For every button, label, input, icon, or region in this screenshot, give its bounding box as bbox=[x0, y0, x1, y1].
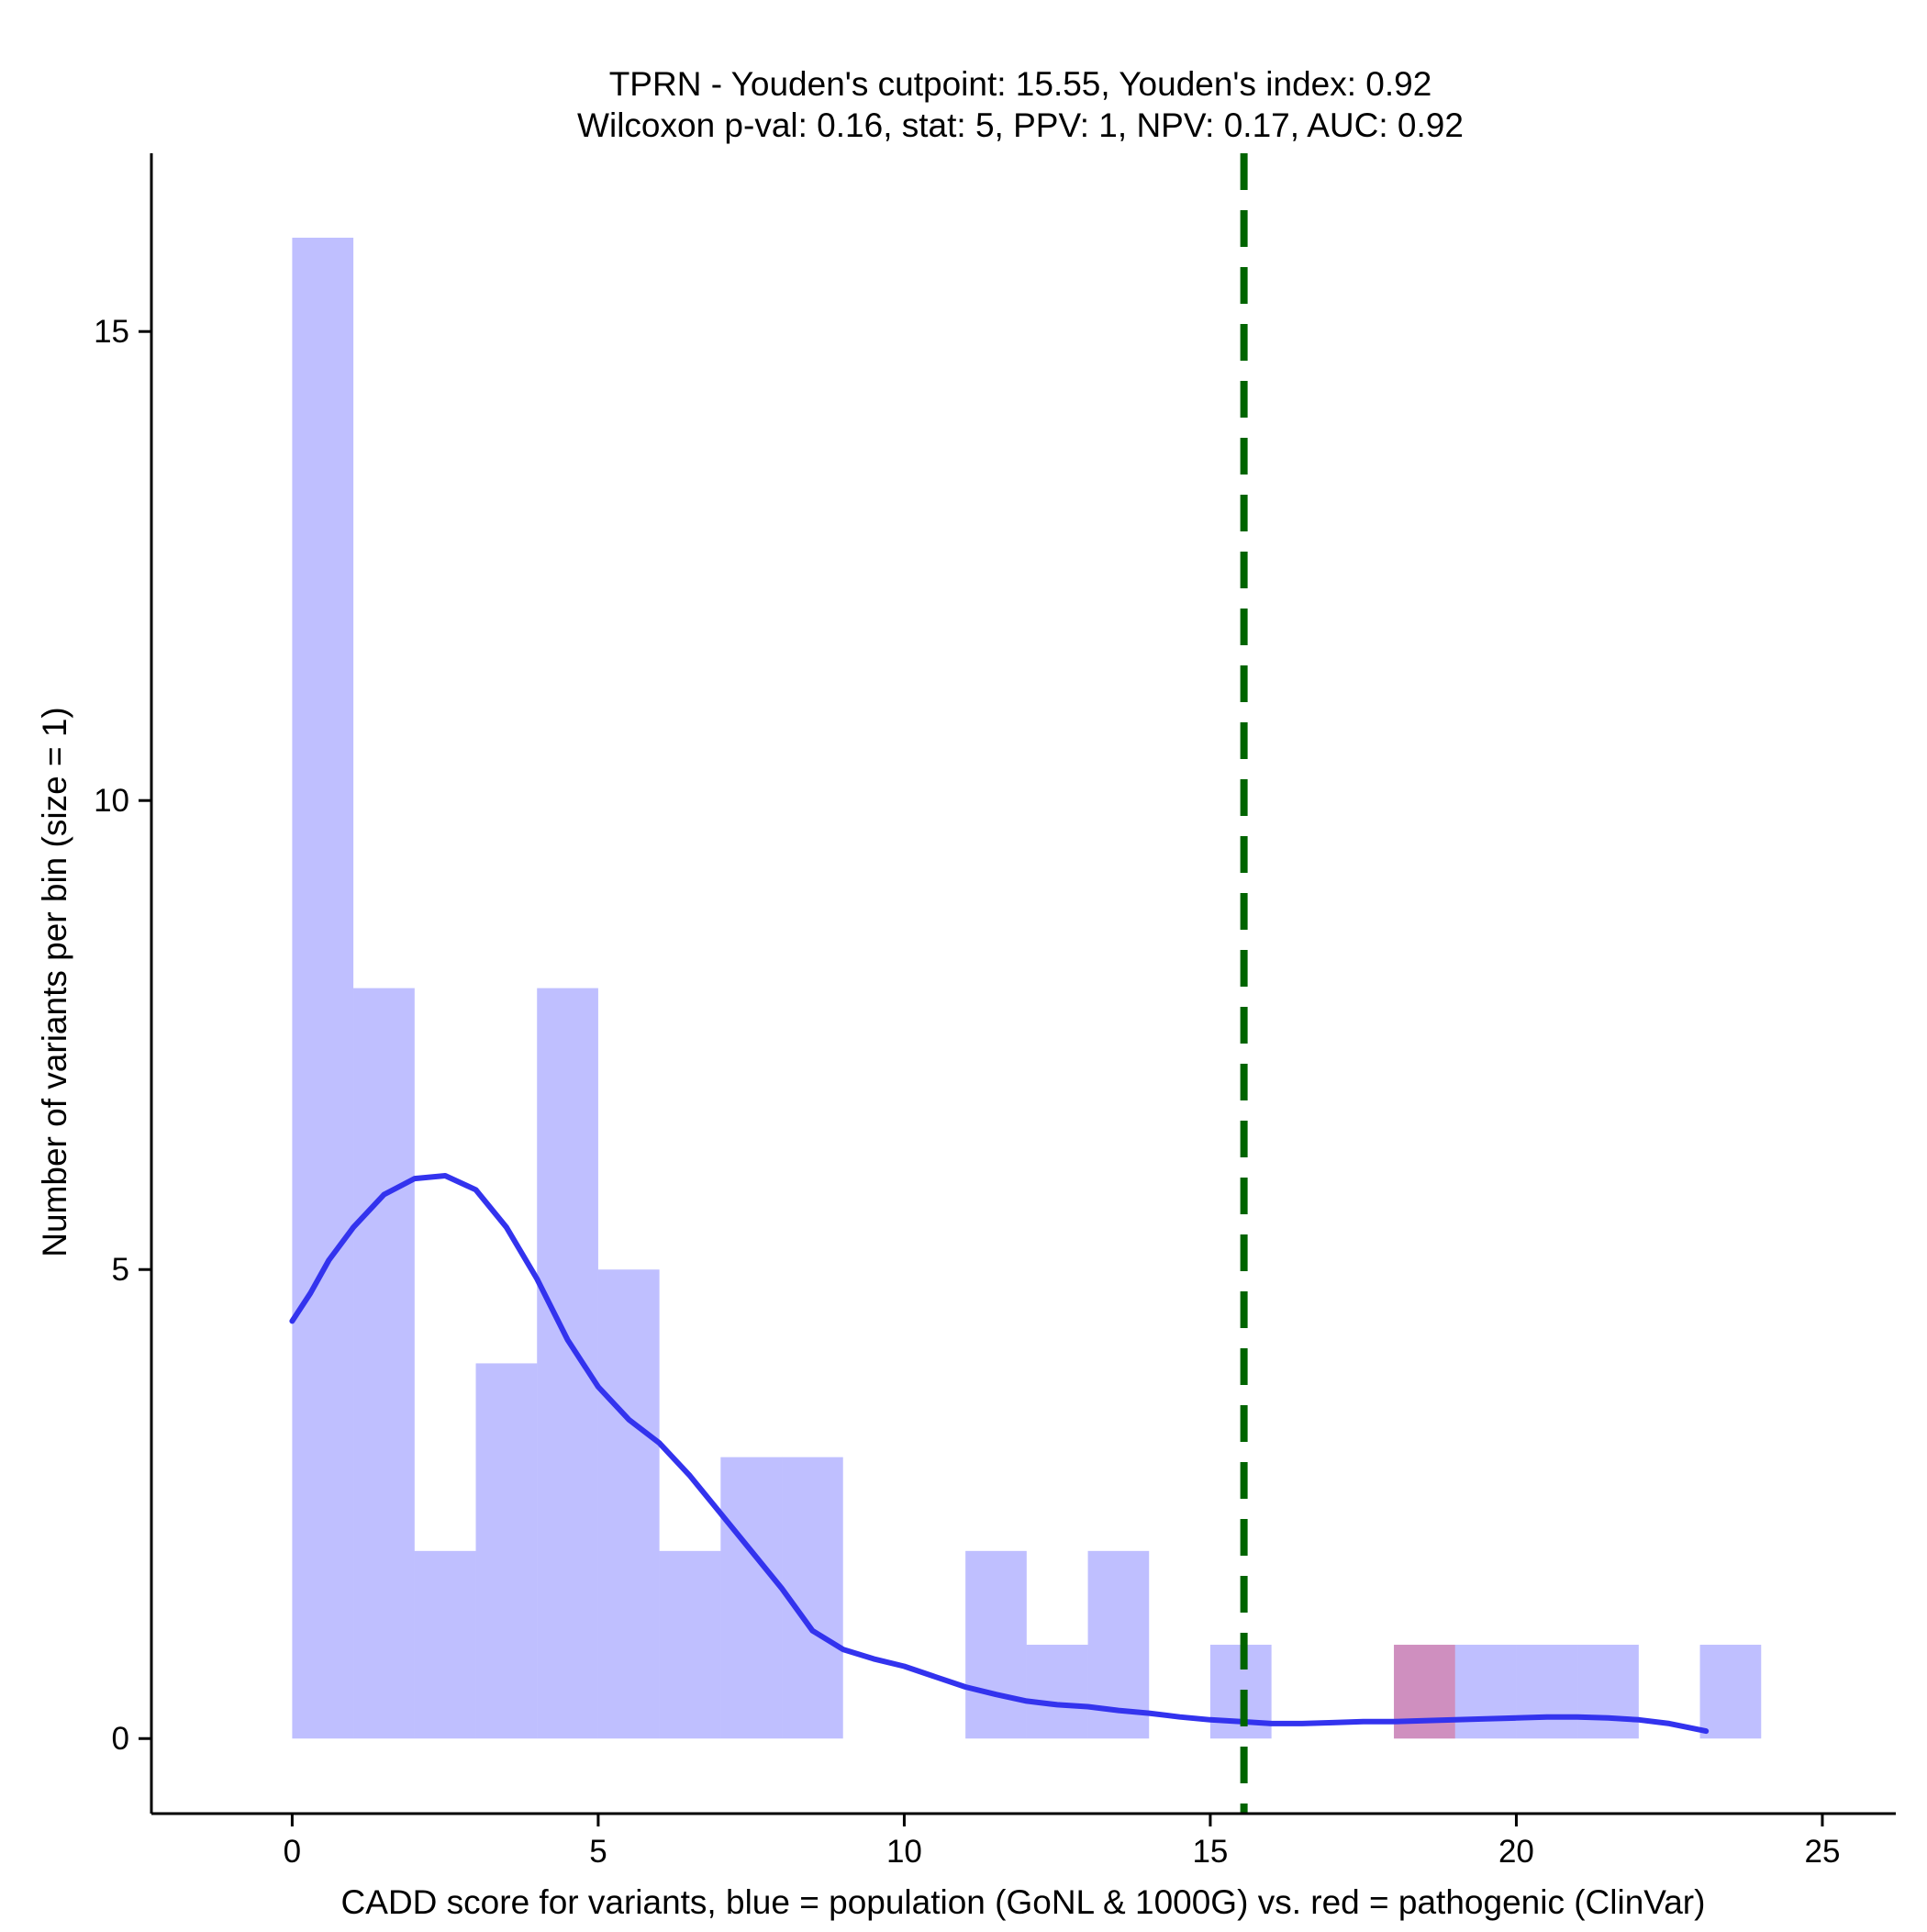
density-curve-layer bbox=[289, 1173, 1710, 1735]
bar-population-3 bbox=[475, 1363, 538, 1739]
x-tick-label: 15 bbox=[1192, 1834, 1228, 1870]
bar-population-20 bbox=[1516, 1645, 1578, 1739]
bar-population-5 bbox=[597, 1269, 660, 1739]
x-axis-label: CADD score for variants, blue = populati… bbox=[341, 1883, 1706, 1921]
bar-population-8 bbox=[782, 1457, 843, 1739]
x-tick-label: 5 bbox=[589, 1834, 607, 1870]
bar-population-2 bbox=[414, 1550, 476, 1739]
y-tick-label: 0 bbox=[112, 1721, 129, 1757]
bar-population-23 bbox=[1699, 1645, 1762, 1739]
bar-population-21 bbox=[1577, 1645, 1639, 1739]
bar-population-12 bbox=[1026, 1645, 1088, 1739]
bar-population-1 bbox=[353, 988, 415, 1739]
bar-population-19 bbox=[1454, 1645, 1517, 1739]
x-tick-label: 25 bbox=[1804, 1834, 1840, 1870]
bars-layer bbox=[292, 237, 1762, 1739]
x-ticks: 0 5 10 15 20 25 bbox=[284, 1814, 1840, 1870]
y-tick-label: 5 bbox=[112, 1252, 129, 1288]
bar-population-4 bbox=[537, 988, 598, 1739]
bar-population-11 bbox=[965, 1550, 1027, 1739]
x-tick-label: 10 bbox=[886, 1834, 922, 1870]
y-tick-label: 10 bbox=[94, 783, 129, 819]
x-tick-label: 20 bbox=[1498, 1834, 1534, 1870]
bar-population-6 bbox=[659, 1550, 721, 1739]
chart-title: TPRN - Youden's cutpoint: 15.55, Youden'… bbox=[609, 65, 1432, 103]
bar-population-7 bbox=[720, 1457, 783, 1739]
x-tick-label: 0 bbox=[284, 1834, 301, 1870]
bar-pathogenic-18 bbox=[1394, 1645, 1455, 1739]
density-curve bbox=[289, 1173, 1710, 1735]
chart-subtitle: Wilcoxon p-val: 0.16, stat: 5, PPV: 1, N… bbox=[577, 106, 1464, 144]
y-ticks: 0 5 10 15 bbox=[94, 314, 151, 1757]
y-axis-label: Number of variants per bin (size = 1) bbox=[36, 707, 73, 1256]
y-tick-label: 15 bbox=[94, 314, 129, 350]
bar-population-0 bbox=[292, 237, 354, 1739]
